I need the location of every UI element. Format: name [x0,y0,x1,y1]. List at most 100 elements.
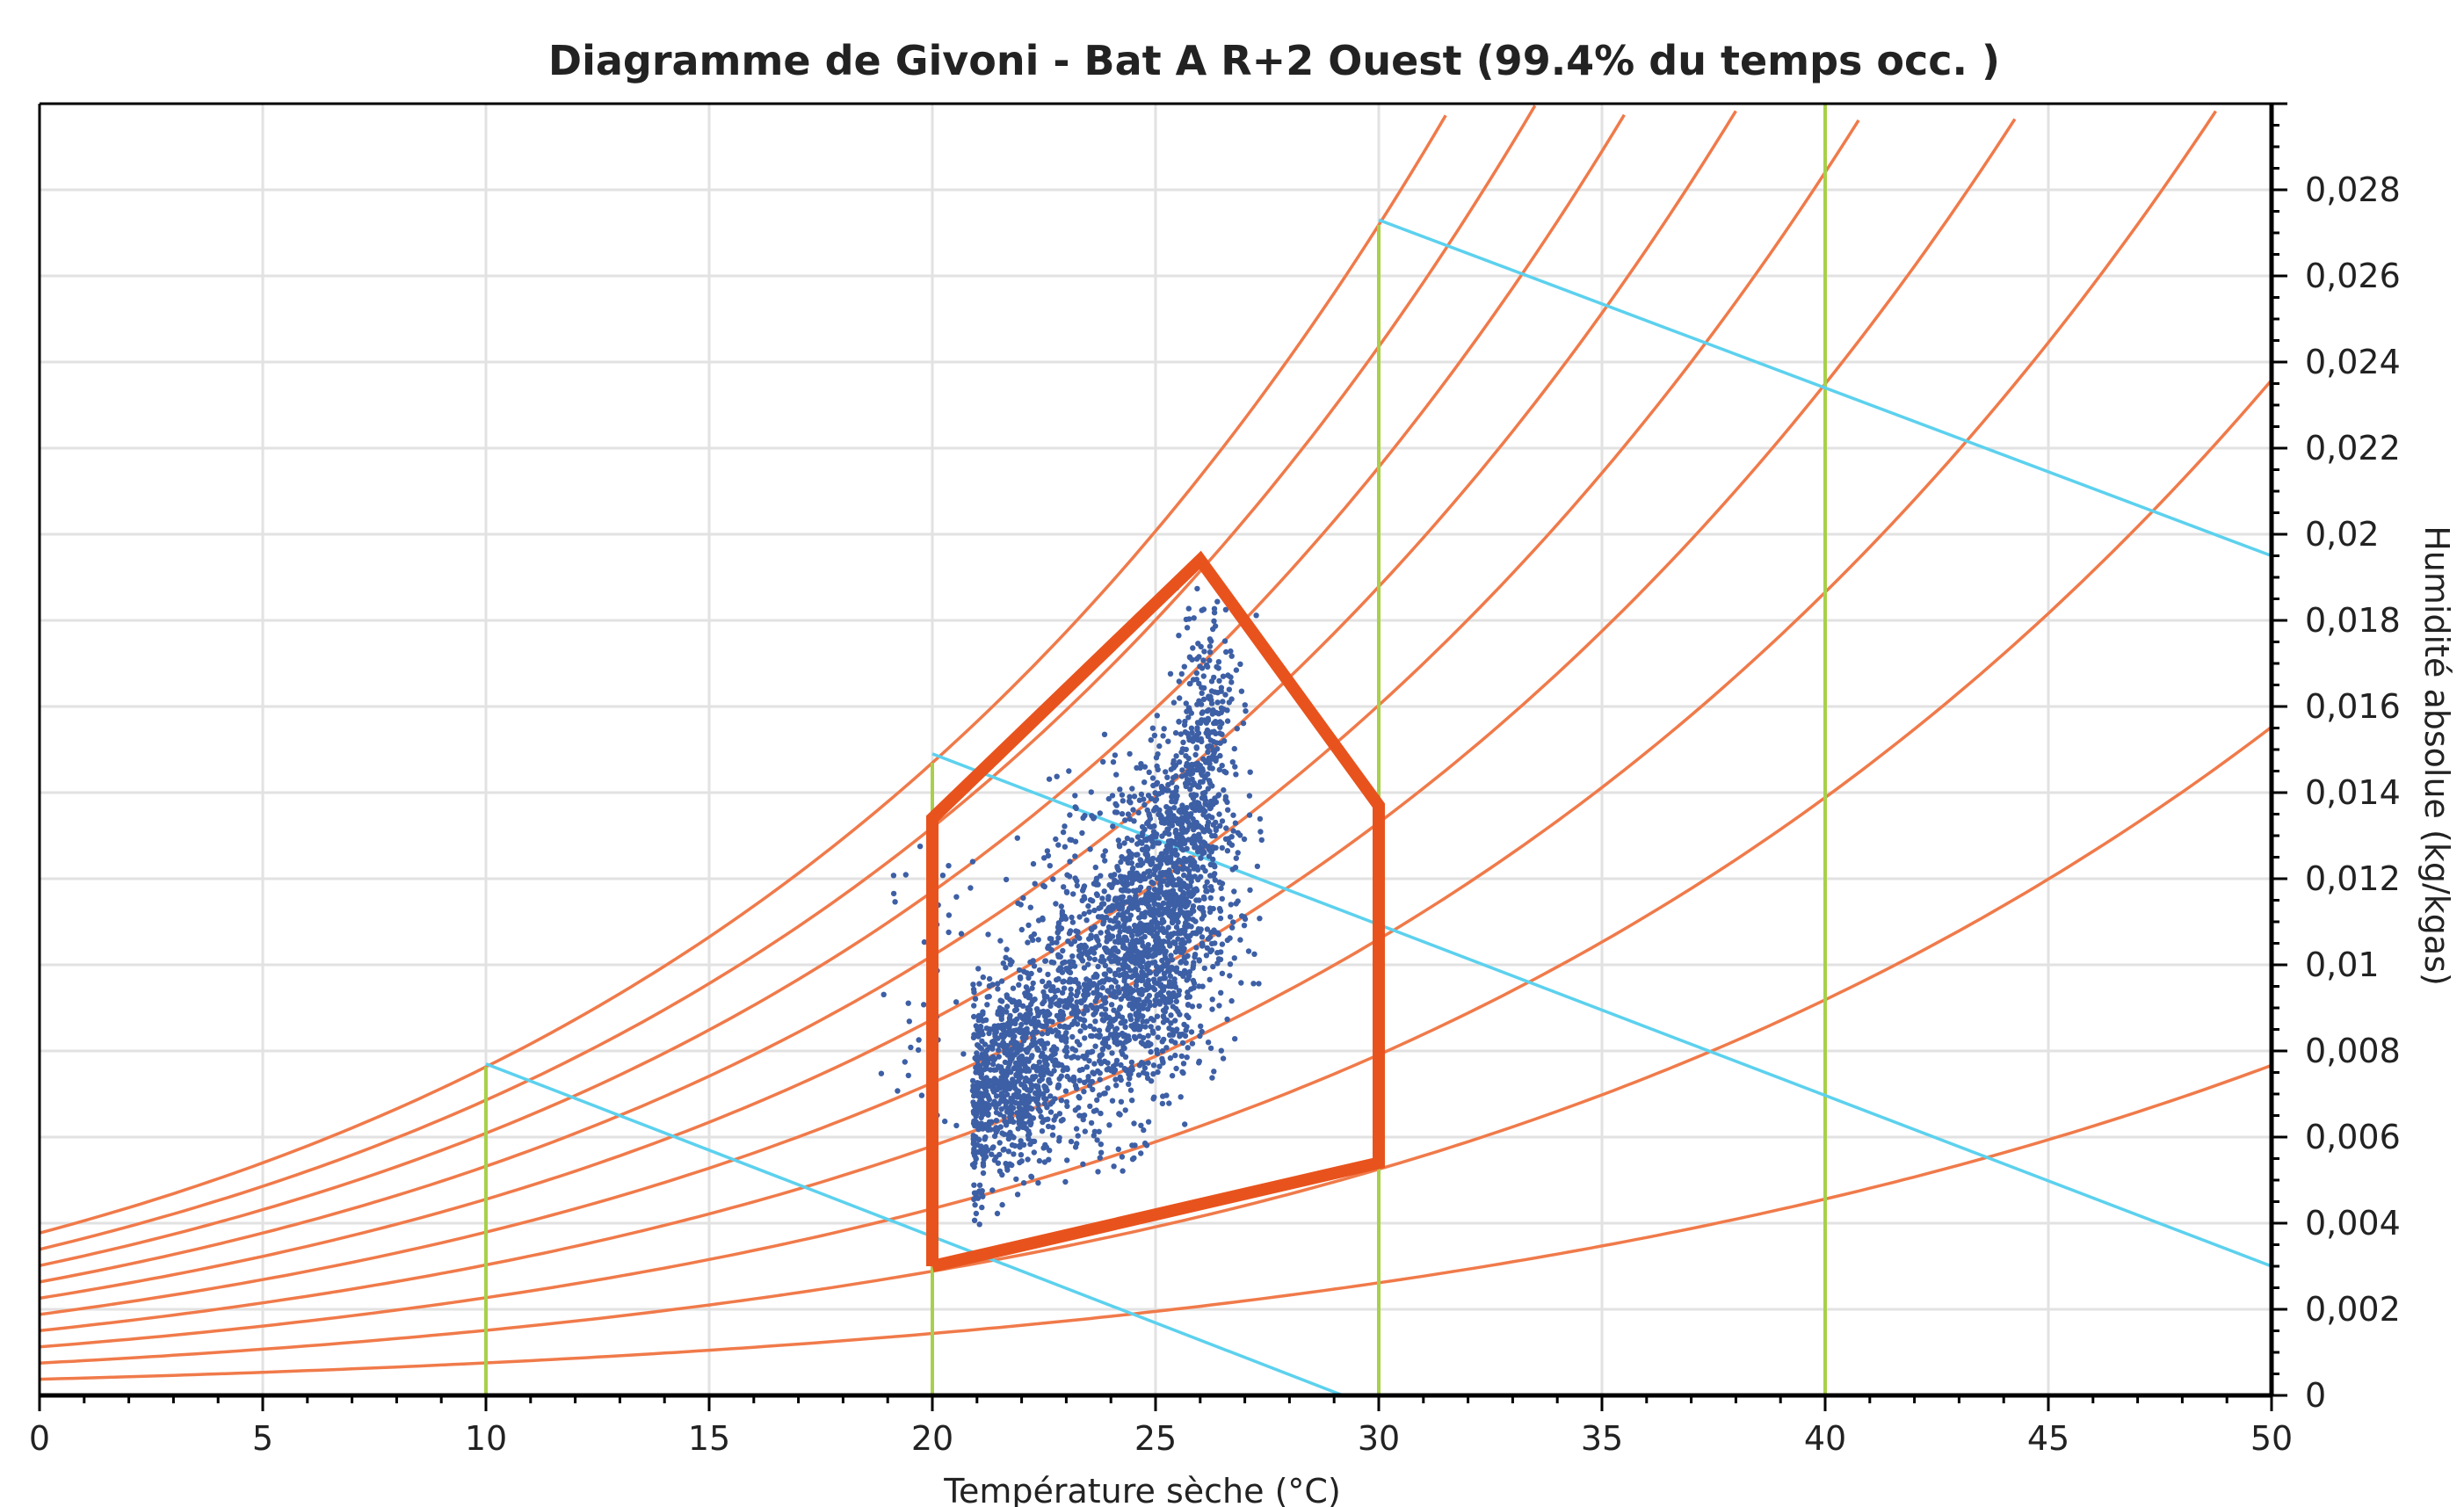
x-tick-label: 40 [1804,1419,1846,1458]
data-point [1003,1161,1009,1167]
data-point [1016,1114,1022,1120]
data-point [969,859,976,865]
x-tick-label: 30 [1358,1419,1400,1458]
data-point [1225,807,1231,813]
data-point [1025,974,1032,982]
data-point [881,991,887,998]
data-point [1203,720,1210,726]
data-point [1086,909,1092,915]
data-point [1142,1024,1149,1030]
data-point [1093,881,1099,888]
data-point [1027,1077,1033,1084]
data-point [942,1118,948,1125]
data-point [1156,1063,1163,1069]
data-point [1176,759,1183,765]
data-point [1194,585,1200,592]
data-point [985,1111,991,1117]
data-point [1068,986,1074,993]
data-point [1091,907,1098,914]
data-point [1096,1092,1103,1098]
data-point [1048,936,1054,942]
data-point [1001,1031,1007,1038]
x-tick-label: 35 [1581,1419,1623,1458]
y-tick-label: 0,014 [2305,773,2401,812]
data-point [1069,977,1075,983]
data-point [1113,1083,1120,1089]
data-point [1042,958,1049,964]
data-point [1094,986,1100,992]
data-point [1189,1040,1196,1047]
data-point [1068,959,1075,965]
data-point [986,993,992,1000]
data-point [1083,917,1090,924]
data-point [1246,793,1253,799]
data-point [996,1140,1003,1146]
data-point [1171,976,1178,982]
data-point [1145,977,1152,983]
data-point [895,1088,901,1094]
data-point [1150,1030,1156,1036]
data-point [1165,907,1171,913]
data-point [1060,829,1067,836]
data-point [989,1061,996,1068]
data-point [1047,996,1054,1003]
data-point [1141,1069,1147,1076]
data-point [1170,1003,1177,1010]
data-point [1216,879,1223,886]
data-point [1211,618,1217,624]
data-point [1166,1032,1173,1039]
data-point [1179,746,1186,752]
data-point [1219,763,1225,769]
data-point [1004,1003,1011,1010]
y-tick-label: 0,022 [2305,429,2401,467]
data-point [1139,968,1145,975]
data-point [1184,977,1190,983]
data-point [991,1100,998,1107]
data-point [1209,783,1215,789]
data-point [1146,873,1153,880]
data-point [1110,759,1117,765]
data-point [1050,984,1056,990]
data-point [1163,769,1169,775]
data-point [1149,844,1156,850]
data-point [1146,904,1152,910]
data-point [1098,873,1104,879]
data-point [1121,975,1128,982]
data-point [1087,1023,1093,1030]
data-point [1015,1073,1021,1080]
data-point [1003,954,1009,961]
data-point [971,1091,977,1098]
data-point [1165,826,1171,832]
data-point [1126,1071,1132,1077]
data-point [1150,1071,1156,1077]
data-point [1028,970,1034,977]
data-point [1088,1119,1095,1127]
data-point [1209,1075,1215,1081]
data-point [1185,819,1192,825]
data-point [1143,844,1149,851]
data-point [1115,1146,1122,1153]
data-point [1154,1013,1161,1019]
data-point [1080,885,1087,892]
x-tick-label: 5 [252,1419,273,1458]
data-point [1206,693,1212,699]
data-point [1224,718,1231,724]
data-point [1120,956,1127,962]
data-point [1051,1044,1057,1050]
data-point [1190,962,1197,969]
data-point [1096,905,1102,911]
data-point [1089,926,1095,933]
data-point [1135,906,1141,913]
data-point [1016,1065,1023,1071]
data-point [1225,672,1231,678]
data-point [1007,1027,1013,1034]
data-point [1197,803,1203,810]
data-point [1115,920,1121,926]
data-point [1018,1021,1025,1028]
data-point [1176,678,1183,685]
data-point [1145,868,1151,875]
data-point [1111,947,1117,953]
data-point [1156,862,1163,869]
data-point [1109,793,1116,799]
data-point [1116,844,1123,850]
